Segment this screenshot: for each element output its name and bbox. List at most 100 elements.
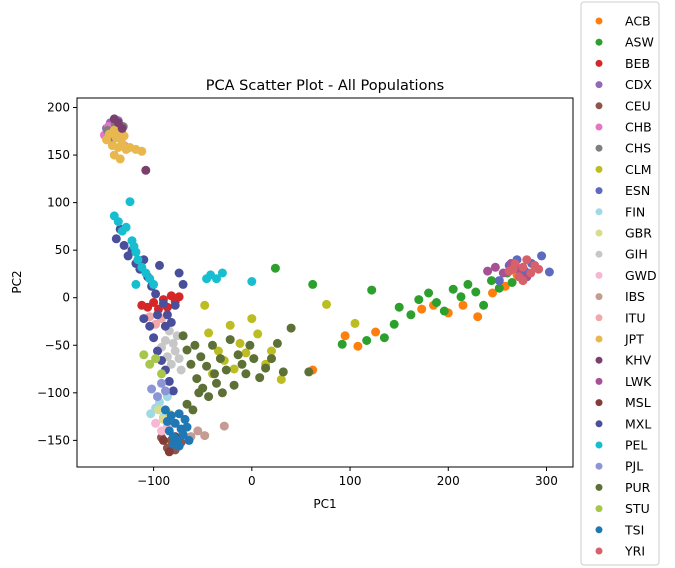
series-stu	[139, 350, 166, 379]
data-point	[417, 304, 427, 314]
data-point	[483, 266, 493, 276]
data-point	[488, 288, 497, 298]
data-point	[186, 359, 196, 369]
legend-marker	[595, 208, 603, 216]
data-point	[522, 255, 532, 265]
legend-marker	[595, 165, 603, 173]
data-point	[210, 369, 219, 379]
data-point	[507, 278, 517, 287]
data-point	[168, 338, 178, 348]
legend-item-ceu: CEU	[595, 98, 651, 113]
data-point	[119, 240, 129, 250]
data-point	[178, 331, 188, 341]
data-point	[166, 359, 176, 369]
legend-item-khv: KHV	[595, 353, 652, 368]
data-point	[147, 384, 157, 394]
data-point	[162, 310, 172, 320]
data-point	[157, 378, 166, 388]
data-point	[133, 255, 143, 265]
data-point	[526, 268, 536, 278]
data-point	[215, 354, 225, 364]
data-point	[247, 277, 257, 286]
data-point	[241, 348, 251, 358]
legend-item-jpt: JPT	[595, 332, 644, 347]
data-point	[518, 262, 528, 272]
data-point	[182, 422, 192, 432]
y-tick-label: 200	[47, 101, 70, 115]
data-point	[160, 321, 170, 331]
data-point	[394, 302, 404, 312]
series-yri	[504, 255, 544, 286]
legend: ACB ASW BEB CDX CEU CHB CHS CLM ESN FIN GBR GIH GWD I…	[580, 1, 660, 566]
data-point	[212, 378, 221, 388]
data-point	[158, 298, 168, 308]
data-point	[247, 314, 257, 324]
data-point	[149, 298, 159, 307]
data-point	[371, 327, 381, 337]
legend-item-tsi: TSI	[595, 522, 644, 537]
data-point	[139, 350, 149, 360]
series-jpt	[102, 125, 147, 164]
legend-item-ibs: IBS	[595, 289, 645, 304]
legend-marker	[595, 123, 603, 131]
data-point	[204, 328, 214, 338]
legend-marker	[595, 271, 603, 279]
data-point	[125, 197, 135, 207]
data-point	[212, 274, 221, 284]
x-tick-label: 300	[535, 474, 558, 488]
data-point	[432, 298, 441, 307]
legend-label: MXL	[625, 416, 651, 431]
y-tick-label: 100	[47, 196, 70, 210]
data-point	[155, 260, 164, 270]
y-tick-label: −100	[37, 386, 70, 400]
legend-item-pel: PEL	[595, 438, 647, 453]
series-khv	[109, 114, 151, 175]
series-pel	[109, 197, 257, 289]
legend-label: TSI	[624, 522, 644, 537]
data-point	[174, 354, 184, 364]
legend-item-beb: BEB	[595, 56, 650, 71]
data-point	[153, 310, 162, 320]
data-point	[458, 300, 468, 310]
data-point	[225, 320, 235, 330]
series-pjl	[147, 378, 170, 402]
data-point	[182, 345, 192, 355]
data-point	[115, 154, 125, 164]
series-tsi	[160, 405, 194, 451]
data-point	[229, 364, 239, 374]
data-point	[494, 283, 504, 293]
data-point	[406, 310, 416, 320]
legend-item-asw: ASW	[595, 35, 654, 50]
data-point	[508, 264, 518, 274]
legend-marker	[595, 144, 603, 152]
data-point	[149, 279, 159, 289]
data-point	[131, 247, 141, 257]
data-point	[170, 300, 180, 310]
y-tick-label: 150	[47, 148, 70, 162]
data-point	[340, 331, 350, 341]
legend-marker	[595, 229, 603, 237]
legend-label: PUR	[625, 480, 651, 495]
data-point	[176, 365, 186, 375]
data-point	[137, 146, 147, 156]
data-point	[439, 306, 449, 316]
data-point	[174, 268, 184, 278]
data-point	[164, 376, 174, 386]
legend-label: CEU	[625, 98, 651, 113]
legend-label: GWD	[625, 268, 657, 283]
data-point	[389, 319, 399, 329]
legend-label: GIH	[625, 247, 648, 262]
legend-label: FIN	[625, 204, 645, 219]
data-point	[174, 409, 184, 419]
data-point	[193, 426, 203, 436]
data-point	[337, 339, 347, 349]
legend-marker	[595, 526, 603, 534]
data-point	[194, 388, 204, 398]
data-point	[151, 354, 161, 364]
legend-item-lwk: LWK	[595, 374, 652, 389]
data-point	[235, 338, 245, 348]
data-point	[192, 374, 202, 384]
chart-title: PCA Scatter Plot - All Populations	[206, 78, 444, 94]
legend-marker	[595, 293, 603, 301]
data-point	[304, 367, 314, 377]
